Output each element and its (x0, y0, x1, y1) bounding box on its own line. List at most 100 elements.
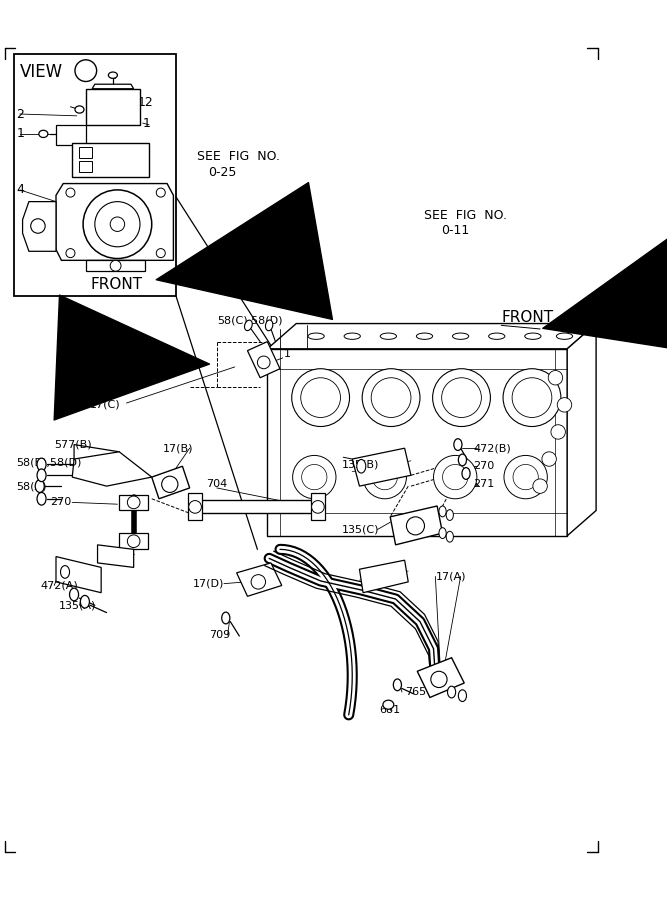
Bar (79, 148, 92, 158)
Text: A: A (129, 351, 138, 364)
Circle shape (161, 476, 178, 492)
Circle shape (251, 574, 265, 590)
Polygon shape (151, 466, 189, 499)
Circle shape (443, 464, 468, 490)
Polygon shape (352, 448, 411, 486)
Circle shape (83, 190, 151, 258)
Polygon shape (23, 202, 56, 251)
Ellipse shape (308, 333, 324, 339)
Circle shape (156, 188, 165, 197)
Ellipse shape (452, 333, 469, 339)
Text: 4: 4 (16, 184, 24, 196)
Text: 1: 1 (283, 349, 291, 359)
Circle shape (362, 369, 420, 427)
Ellipse shape (81, 596, 89, 608)
Polygon shape (56, 184, 173, 260)
Polygon shape (360, 560, 408, 593)
Polygon shape (189, 500, 314, 513)
Text: 17(D): 17(D) (193, 579, 225, 589)
Bar (79, 161, 92, 172)
Text: 58(B),58(D): 58(B),58(D) (16, 457, 81, 468)
Text: FRONT: FRONT (502, 310, 554, 325)
Ellipse shape (416, 333, 433, 339)
Circle shape (95, 202, 140, 247)
Polygon shape (311, 493, 325, 520)
Ellipse shape (357, 460, 366, 473)
Text: 12: 12 (137, 95, 153, 109)
Circle shape (548, 371, 563, 385)
Polygon shape (237, 562, 281, 597)
Circle shape (110, 217, 125, 231)
Ellipse shape (446, 509, 454, 520)
Ellipse shape (383, 700, 394, 709)
Text: 58(A): 58(A) (16, 482, 47, 491)
Circle shape (533, 479, 548, 493)
Ellipse shape (344, 333, 360, 339)
Circle shape (512, 378, 552, 418)
Polygon shape (119, 533, 148, 549)
Ellipse shape (37, 492, 46, 505)
Text: 1: 1 (16, 128, 24, 140)
Circle shape (301, 378, 340, 418)
Circle shape (127, 496, 140, 508)
Ellipse shape (525, 333, 541, 339)
Circle shape (122, 346, 145, 370)
Circle shape (127, 535, 140, 547)
Ellipse shape (37, 469, 46, 482)
Polygon shape (86, 260, 145, 271)
Circle shape (551, 425, 566, 439)
Circle shape (75, 59, 97, 82)
Ellipse shape (556, 333, 572, 339)
Circle shape (66, 248, 75, 257)
Circle shape (503, 369, 561, 427)
Text: 16: 16 (143, 117, 159, 130)
Circle shape (189, 500, 201, 513)
Ellipse shape (221, 612, 230, 624)
Ellipse shape (489, 333, 505, 339)
Polygon shape (119, 495, 148, 509)
Text: 681: 681 (380, 705, 400, 716)
Text: FRONT: FRONT (90, 276, 143, 292)
Polygon shape (56, 556, 101, 593)
Ellipse shape (439, 506, 446, 517)
Circle shape (434, 455, 477, 499)
Circle shape (442, 378, 482, 418)
Circle shape (363, 455, 406, 499)
Text: 17(B): 17(B) (163, 443, 193, 454)
Polygon shape (188, 493, 202, 520)
Ellipse shape (394, 679, 402, 690)
Text: 270: 270 (49, 498, 71, 508)
Circle shape (66, 188, 75, 197)
Polygon shape (56, 125, 86, 145)
Polygon shape (567, 324, 596, 536)
Polygon shape (247, 342, 280, 378)
Text: 577(B): 577(B) (54, 439, 92, 450)
Circle shape (293, 455, 336, 499)
Polygon shape (267, 324, 596, 349)
Text: 472(A): 472(A) (41, 580, 79, 590)
Text: 17(C): 17(C) (90, 400, 121, 410)
Circle shape (372, 378, 411, 418)
Ellipse shape (35, 480, 44, 492)
Text: 472(B): 472(B) (474, 443, 511, 454)
Ellipse shape (462, 468, 470, 480)
Ellipse shape (69, 589, 79, 601)
Ellipse shape (108, 72, 117, 78)
Polygon shape (72, 452, 151, 486)
Polygon shape (74, 445, 119, 472)
Polygon shape (92, 85, 133, 89)
Text: SEE  FIG  NO.: SEE FIG NO. (424, 209, 508, 222)
Ellipse shape (380, 333, 396, 339)
Text: 2: 2 (16, 107, 24, 121)
Polygon shape (390, 506, 443, 544)
Bar (150, 116, 161, 170)
Text: 0-25: 0-25 (207, 166, 236, 179)
Circle shape (557, 398, 572, 412)
Text: 135(B): 135(B) (342, 460, 379, 470)
Text: 765: 765 (405, 687, 426, 698)
Text: 135(C): 135(C) (342, 525, 379, 535)
Text: 17(A): 17(A) (436, 572, 466, 581)
Bar (13, 54, 176, 296)
Text: 704: 704 (206, 480, 227, 490)
Text: 0-11: 0-11 (441, 224, 469, 238)
